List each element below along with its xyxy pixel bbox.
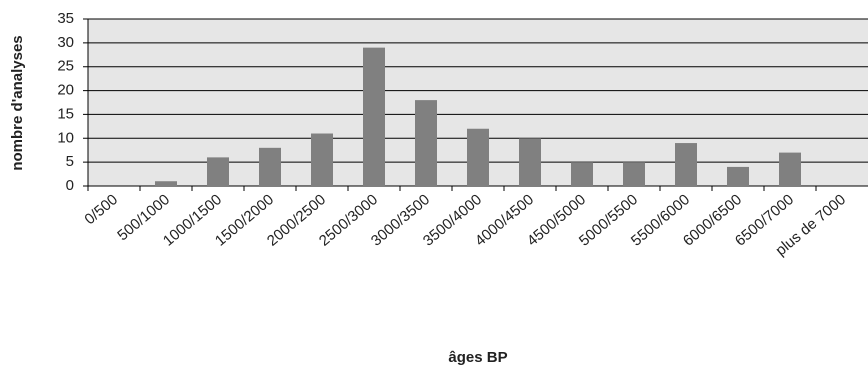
bar: [519, 138, 541, 186]
y-tick-label: 35: [57, 10, 74, 27]
y-tick-label: 25: [57, 58, 74, 75]
x-tick-label: 0/500: [81, 191, 121, 228]
bar: [727, 166, 749, 186]
bar: [623, 162, 645, 186]
y-axis-label: nombre d'analyses: [9, 35, 26, 170]
bar: [415, 100, 437, 186]
y-tick-label: 0: [66, 177, 74, 194]
bar: [155, 181, 177, 186]
bar: [467, 128, 489, 186]
y-tick-label: 15: [57, 105, 74, 122]
bar: [363, 47, 385, 186]
x-axis-label: âges BP: [448, 349, 507, 366]
bar: [311, 133, 333, 186]
bar: [675, 143, 697, 186]
y-tick-label: 20: [57, 82, 74, 99]
bar: [779, 152, 801, 186]
y-tick-label: 30: [57, 34, 74, 51]
y-tick-label: 5: [66, 153, 74, 170]
bar: [571, 162, 593, 186]
y-tick-label: 10: [57, 129, 74, 146]
bar: [207, 157, 229, 186]
bar: [259, 147, 281, 186]
